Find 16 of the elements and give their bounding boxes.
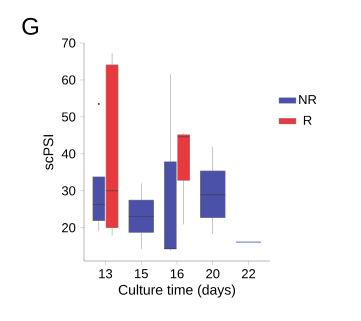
x-tick-label: 20 bbox=[206, 269, 220, 278]
y-axis-title: scPSI bbox=[43, 135, 54, 170]
y-tick-label: 50 bbox=[62, 112, 76, 122]
x-tick-label: 22 bbox=[242, 269, 256, 278]
y-tick-label: 70 bbox=[62, 38, 76, 48]
y-tick-label: 40 bbox=[62, 149, 76, 158]
legend-label: NR bbox=[299, 95, 316, 104]
legend-label: R bbox=[304, 116, 312, 125]
y-tick-label: 20 bbox=[62, 223, 76, 232]
x-tick-label: 13 bbox=[99, 269, 112, 278]
y-tick-label: 60 bbox=[62, 75, 76, 85]
chart-title: G bbox=[22, 18, 38, 35]
y-tick-label: 30 bbox=[62, 186, 76, 196]
x-tick-label: 15 bbox=[135, 269, 148, 278]
x-axis-title: Culture time (days) bbox=[118, 284, 236, 298]
x-tick-label: 16 bbox=[170, 269, 184, 278]
